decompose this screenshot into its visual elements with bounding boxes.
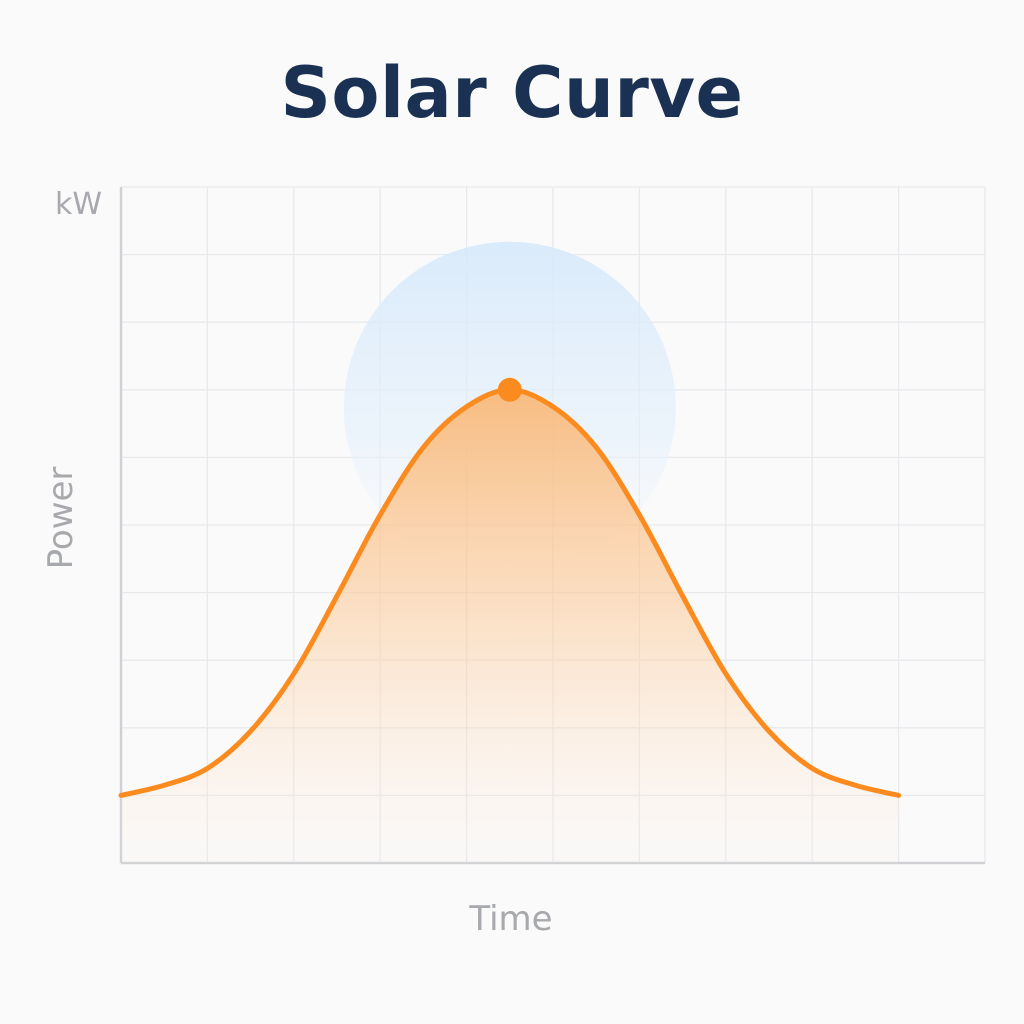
chart-title: Solar Curve [280,52,744,134]
y-axis-label: Power [41,467,81,570]
x-axis-label: Time [468,899,552,939]
y-unit-label: kW [55,187,102,222]
area-fill [121,389,899,863]
peak-marker [497,377,522,402]
